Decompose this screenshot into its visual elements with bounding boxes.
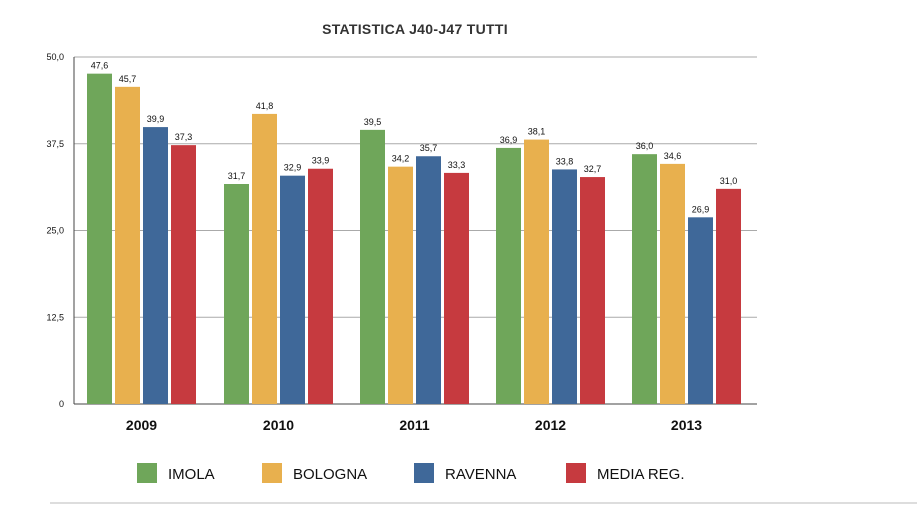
data-label: 26,9: [692, 204, 710, 214]
data-label: 39,9: [147, 114, 165, 124]
bar-bologna-2012: [524, 139, 549, 404]
x-tick-label: 2013: [671, 417, 702, 433]
bar-bologna-2009: [115, 86, 140, 404]
chart-title: STATISTICA J40-J47 TUTTI: [322, 21, 508, 37]
data-label: 45,7: [119, 74, 137, 84]
data-label: 33,8: [556, 156, 574, 166]
y-axis: 0 12,5 25,0 37,5 50,0: [46, 52, 75, 409]
bar-ravenna-2010: [280, 175, 305, 404]
legend-swatch: [566, 463, 586, 483]
bar-imola-2010: [224, 184, 249, 404]
data-label: 39,5: [364, 117, 382, 127]
y-tick-label: 12,5: [46, 312, 64, 322]
legend-label: RAVENNA: [445, 466, 516, 483]
data-label: 36,0: [636, 141, 654, 151]
bar-bologna-2010: [252, 113, 277, 405]
data-label: 31,7: [228, 171, 246, 181]
data-label: 36,9: [500, 135, 518, 145]
data-label: 32,7: [584, 164, 602, 174]
y-tick-label: 50,0: [46, 52, 64, 62]
y-tick-label: 0: [59, 399, 64, 409]
bars: 47,6 45,7 39,9 37,3 31,7 41,8 32,9 33,9 39,5 34,2…: [87, 61, 741, 405]
bar-ravenna-2011: [416, 156, 441, 404]
data-label: 37,3: [175, 132, 193, 142]
legend-label: IMOLA: [168, 466, 215, 483]
legend-swatch: [414, 463, 434, 483]
bar-media-reg-2012: [580, 177, 605, 404]
x-tick-label: 2009: [126, 417, 157, 433]
y-tick-label: 25,0: [46, 226, 64, 236]
bar-media-reg-2010: [308, 168, 333, 404]
bar-media-reg-2013: [716, 188, 741, 404]
data-label: 31,0: [720, 176, 738, 186]
x-tick-label: 2012: [535, 417, 566, 433]
bar-imola-2013: [632, 154, 657, 404]
x-axis: 2009 2010 2011 2012 2013: [126, 417, 702, 433]
bar-bologna-2013: [660, 163, 685, 404]
data-label: 32,9: [284, 163, 302, 173]
bar-ravenna-2013: [688, 217, 713, 404]
data-label: 34,2: [392, 154, 410, 164]
bar-bologna-2011: [388, 166, 413, 404]
bar-imola-2009: [87, 73, 112, 404]
legend-label: MEDIA REG.: [597, 466, 685, 483]
legend: IMOLA BOLOGNA RAVENNA MEDIA REG.: [137, 463, 685, 483]
bar-media-reg-2009: [171, 145, 196, 404]
data-label: 33,9: [312, 156, 330, 166]
bar-imola-2011: [360, 129, 385, 404]
data-label: 38,1: [528, 127, 546, 137]
bar-media-reg-2011: [444, 172, 469, 404]
data-label: 47,6: [91, 61, 109, 71]
legend-swatch: [137, 463, 157, 483]
y-tick-label: 37,5: [46, 139, 64, 149]
bar-imola-2012: [496, 147, 521, 404]
data-label: 35,7: [420, 143, 438, 153]
data-label: 34,6: [664, 151, 682, 161]
legend-swatch: [262, 463, 282, 483]
bar-ravenna-2009: [143, 127, 168, 405]
data-label: 41,8: [256, 101, 274, 111]
x-tick-label: 2011: [399, 417, 430, 433]
legend-label: BOLOGNA: [293, 466, 367, 483]
data-label: 33,3: [448, 160, 466, 170]
bar-ravenna-2012: [552, 169, 577, 404]
x-tick-label: 2010: [263, 417, 294, 433]
